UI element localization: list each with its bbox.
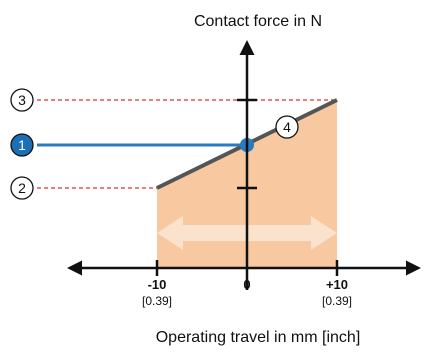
x-tick-sublabel-pos: [0.39] <box>322 294 352 308</box>
marker-2-label: 2 <box>18 180 26 196</box>
marker-3: 3 <box>10 88 34 112</box>
x-tick-label-pos: +10 <box>326 277 348 292</box>
x-tick-sublabel-neg: [0.39] <box>142 294 172 308</box>
x-tick-label-neg: -10 <box>148 277 167 292</box>
marker-1-label: 1 <box>18 137 26 153</box>
marker-1: 1 <box>10 133 34 157</box>
x-tick-label-zero: 0 <box>243 277 250 292</box>
marker-4: 4 <box>275 115 299 139</box>
marker-4-label: 4 <box>283 119 291 135</box>
marker-3-label: 3 <box>18 92 26 108</box>
x-axis-title: Operating travel in mm [inch] <box>156 329 361 346</box>
y-axis-title: Contact force in N <box>194 13 322 30</box>
marker-2: 2 <box>10 176 34 200</box>
